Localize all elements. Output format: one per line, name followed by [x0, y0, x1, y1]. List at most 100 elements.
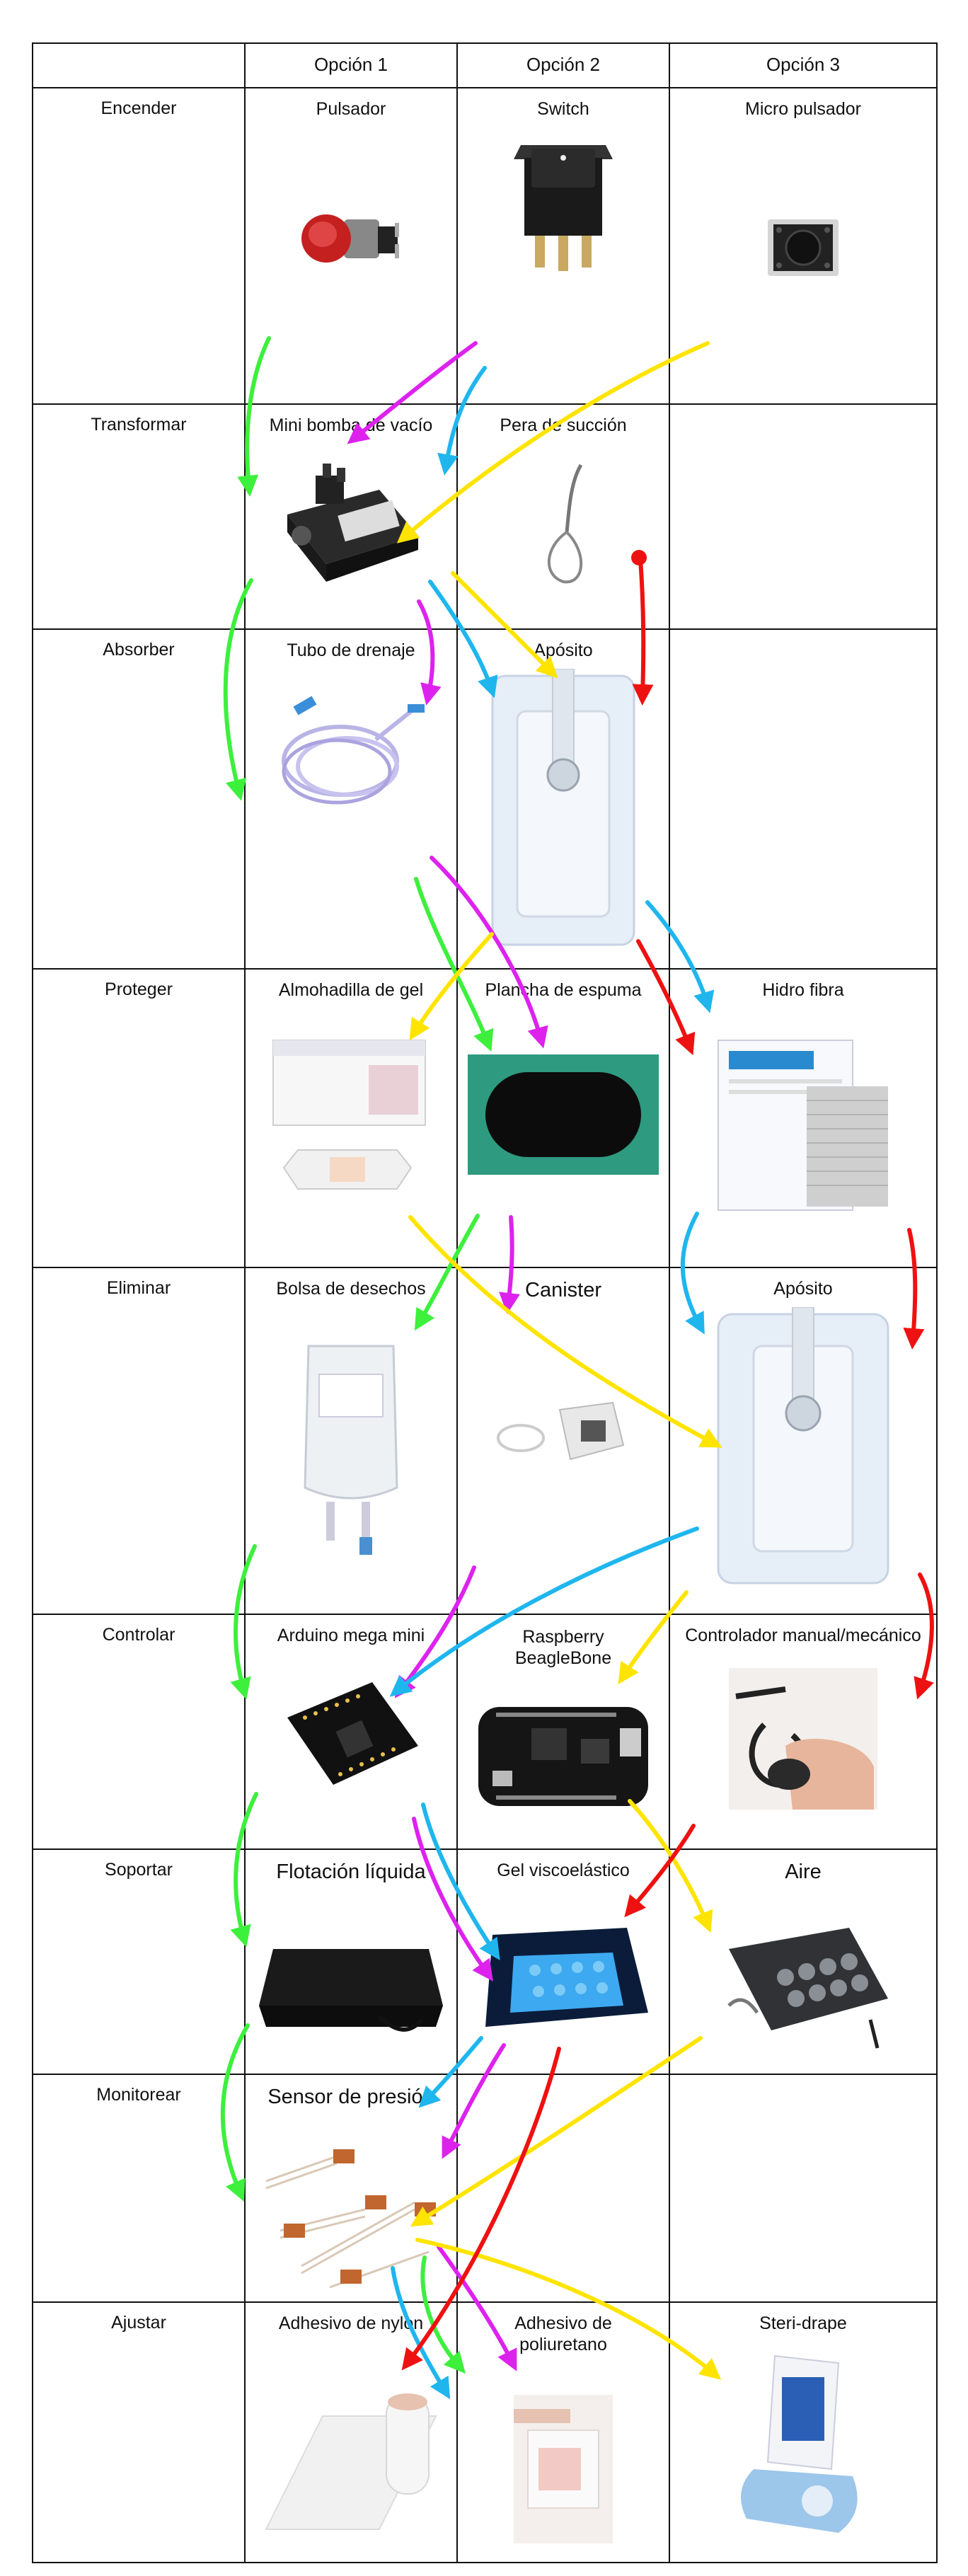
row-ajustar: Ajustar Adhesivo de nylon Adhesivo de po…: [32, 2301, 938, 2563]
steri-drape-icon: [741, 2354, 858, 2533]
option-cell: Pulsador: [244, 87, 458, 405]
nylon-adhesive-roll-icon: [265, 2393, 437, 2530]
option-label: Pulsador: [316, 99, 386, 119]
dressing-icon: [717, 1307, 889, 1585]
option-label: Raspberry BeagleBone: [514, 1627, 612, 1668]
drainage-tube-icon: [282, 696, 425, 805]
option-cell: Sensor de presión: [244, 2074, 458, 2303]
row-label: Ajustar: [111, 2313, 166, 2333]
gel-pad-icon: [272, 1040, 426, 1190]
pressure-sensor-icon: [265, 2149, 436, 2289]
gel-cushion-icon: [485, 1928, 648, 2027]
air-cushion-icon: [727, 1928, 888, 2049]
waste-bag-icon: [304, 1345, 398, 1555]
vacuum-pump-icon: [287, 464, 418, 582]
option-cell: Adhesivo de nylon: [244, 2301, 458, 2563]
option-cell: Bolsa de desechos: [244, 1267, 458, 1615]
option-cell: Plancha de espuma: [456, 968, 670, 1268]
manual-controller-icon: [729, 1668, 877, 1810]
morphological-table: Opción 1 Opción 2 Opción 3 Encender Puls…: [32, 42, 938, 2563]
arduino-board-icon: [287, 1682, 418, 1785]
row-label: Encender: [100, 98, 177, 118]
option-cell: Raspberry BeagleBone: [456, 1614, 670, 1850]
push-button-icon: [301, 214, 399, 263]
option-label: Almohadilla de gel: [278, 980, 424, 1000]
option-label: Plancha de espuma: [485, 980, 642, 1000]
option-label: Sensor de presión: [267, 2086, 434, 2108]
option-cell: Tubo de drenaje: [244, 628, 458, 970]
option-label: Hidro fibra: [762, 980, 844, 1000]
liquid-cushion-icon: [259, 1949, 443, 2032]
row-absorber: Absorber Tubo de drenaje Apósito: [32, 628, 938, 970]
option-cell: Switch: [456, 87, 670, 405]
foam-sheet-icon: [468, 1054, 659, 1175]
option-cell: Gel viscoelástico: [456, 1848, 670, 2075]
option-cell: [669, 403, 938, 630]
option-label: Mini bomba de vacío: [269, 415, 433, 435]
rocker-switch-icon: [514, 145, 613, 271]
row-label: Eliminar: [106, 1278, 171, 1298]
header-row: Opción 1 Opción 2 Opción 3: [32, 42, 938, 88]
option-cell: Mini bomba de vacío: [244, 403, 458, 630]
header-opcion-2: Opción 2: [456, 42, 670, 88]
micro-push-button-icon: [768, 219, 839, 276]
option-label: Aire: [785, 1861, 822, 1883]
option-cell: [669, 628, 938, 970]
option-label: Controlador manual/mecánico: [685, 1626, 921, 1645]
row-label-cell: Soportar: [32, 1848, 246, 2075]
row-label-cell: Eliminar: [32, 1267, 246, 1615]
option-cell: Almohadilla de gel: [244, 968, 458, 1268]
row-label: Absorber: [103, 640, 175, 660]
row-label: Monitorear: [96, 2085, 181, 2105]
option-cell: Controlador manual/mecánico: [669, 1614, 938, 1850]
option-cell: Micro pulsador: [669, 87, 938, 405]
option-cell: Arduino mega mini: [244, 1614, 458, 1850]
corner-cell: [32, 42, 246, 88]
option-label: Arduino mega mini: [277, 1626, 425, 1645]
option-label: Switch: [537, 99, 589, 119]
header-opcion-1: Opción 1: [244, 42, 458, 88]
option-cell: [669, 2074, 938, 2303]
row-label-cell: Encender: [32, 87, 246, 405]
row-label: Soportar: [105, 1860, 173, 1880]
option-cell: Pera de succión: [456, 403, 670, 630]
row-soportar: Soportar Flotación líquida Gel viscoelás…: [32, 1848, 938, 2075]
header-opcion-3: Opción 3: [669, 42, 938, 88]
row-label: Controlar: [102, 1625, 175, 1645]
option-label: Bolsa de desechos: [276, 1279, 426, 1299]
row-label-cell: Monitorear: [32, 2074, 246, 2303]
row-label: Transformar: [91, 415, 187, 435]
row-label-cell: Controlar: [32, 1614, 246, 1850]
polyurethane-adhesive-icon: [514, 2395, 613, 2543]
suction-bulb-icon: [547, 464, 583, 584]
row-controlar: Controlar Arduino mega mini Raspberry Be…: [32, 1614, 938, 1850]
option-cell: Canister: [456, 1267, 670, 1615]
option-label: Canister: [525, 1279, 601, 1301]
option-label: Micro pulsador: [745, 99, 861, 119]
beaglebone-board-icon: [478, 1707, 648, 1806]
option-cell: [456, 2074, 670, 2303]
row-label-cell: Absorber: [32, 628, 246, 970]
option-label: Adhesivo de poliuretano: [514, 2313, 612, 2354]
option-cell: Flotación líquida: [244, 1848, 458, 2075]
dressing-icon: [491, 669, 635, 946]
row-label: Proteger: [105, 979, 173, 999]
row-proteger: Proteger Almohadilla de gel Plancha de e…: [32, 968, 938, 1268]
option-label: Pera de succión: [500, 415, 627, 435]
row-label-cell: Proteger: [32, 968, 246, 1268]
option-label: Apósito: [773, 1279, 833, 1299]
option-cell: Hidro fibra: [669, 968, 938, 1268]
hydrofiber-icon: [718, 1040, 888, 1211]
canister-icon: [497, 1401, 625, 1461]
option-cell: Aire: [669, 1848, 938, 2075]
option-cell: Apósito: [456, 628, 670, 970]
option-cell: Apósito: [669, 1267, 938, 1615]
option-cell: Steri-drape: [669, 2301, 938, 2563]
option-label: Flotación líquida: [276, 1861, 426, 1883]
row-transformar: Transformar Mini bomba de vacío Pera de …: [32, 403, 938, 630]
row-label-cell: Ajustar: [32, 2301, 246, 2563]
option-label: Tubo de drenaje: [287, 640, 415, 660]
option-label: Steri-drape: [759, 2313, 847, 2333]
row-encender: Encender Pulsador Switch Micro pulsador: [32, 87, 938, 405]
